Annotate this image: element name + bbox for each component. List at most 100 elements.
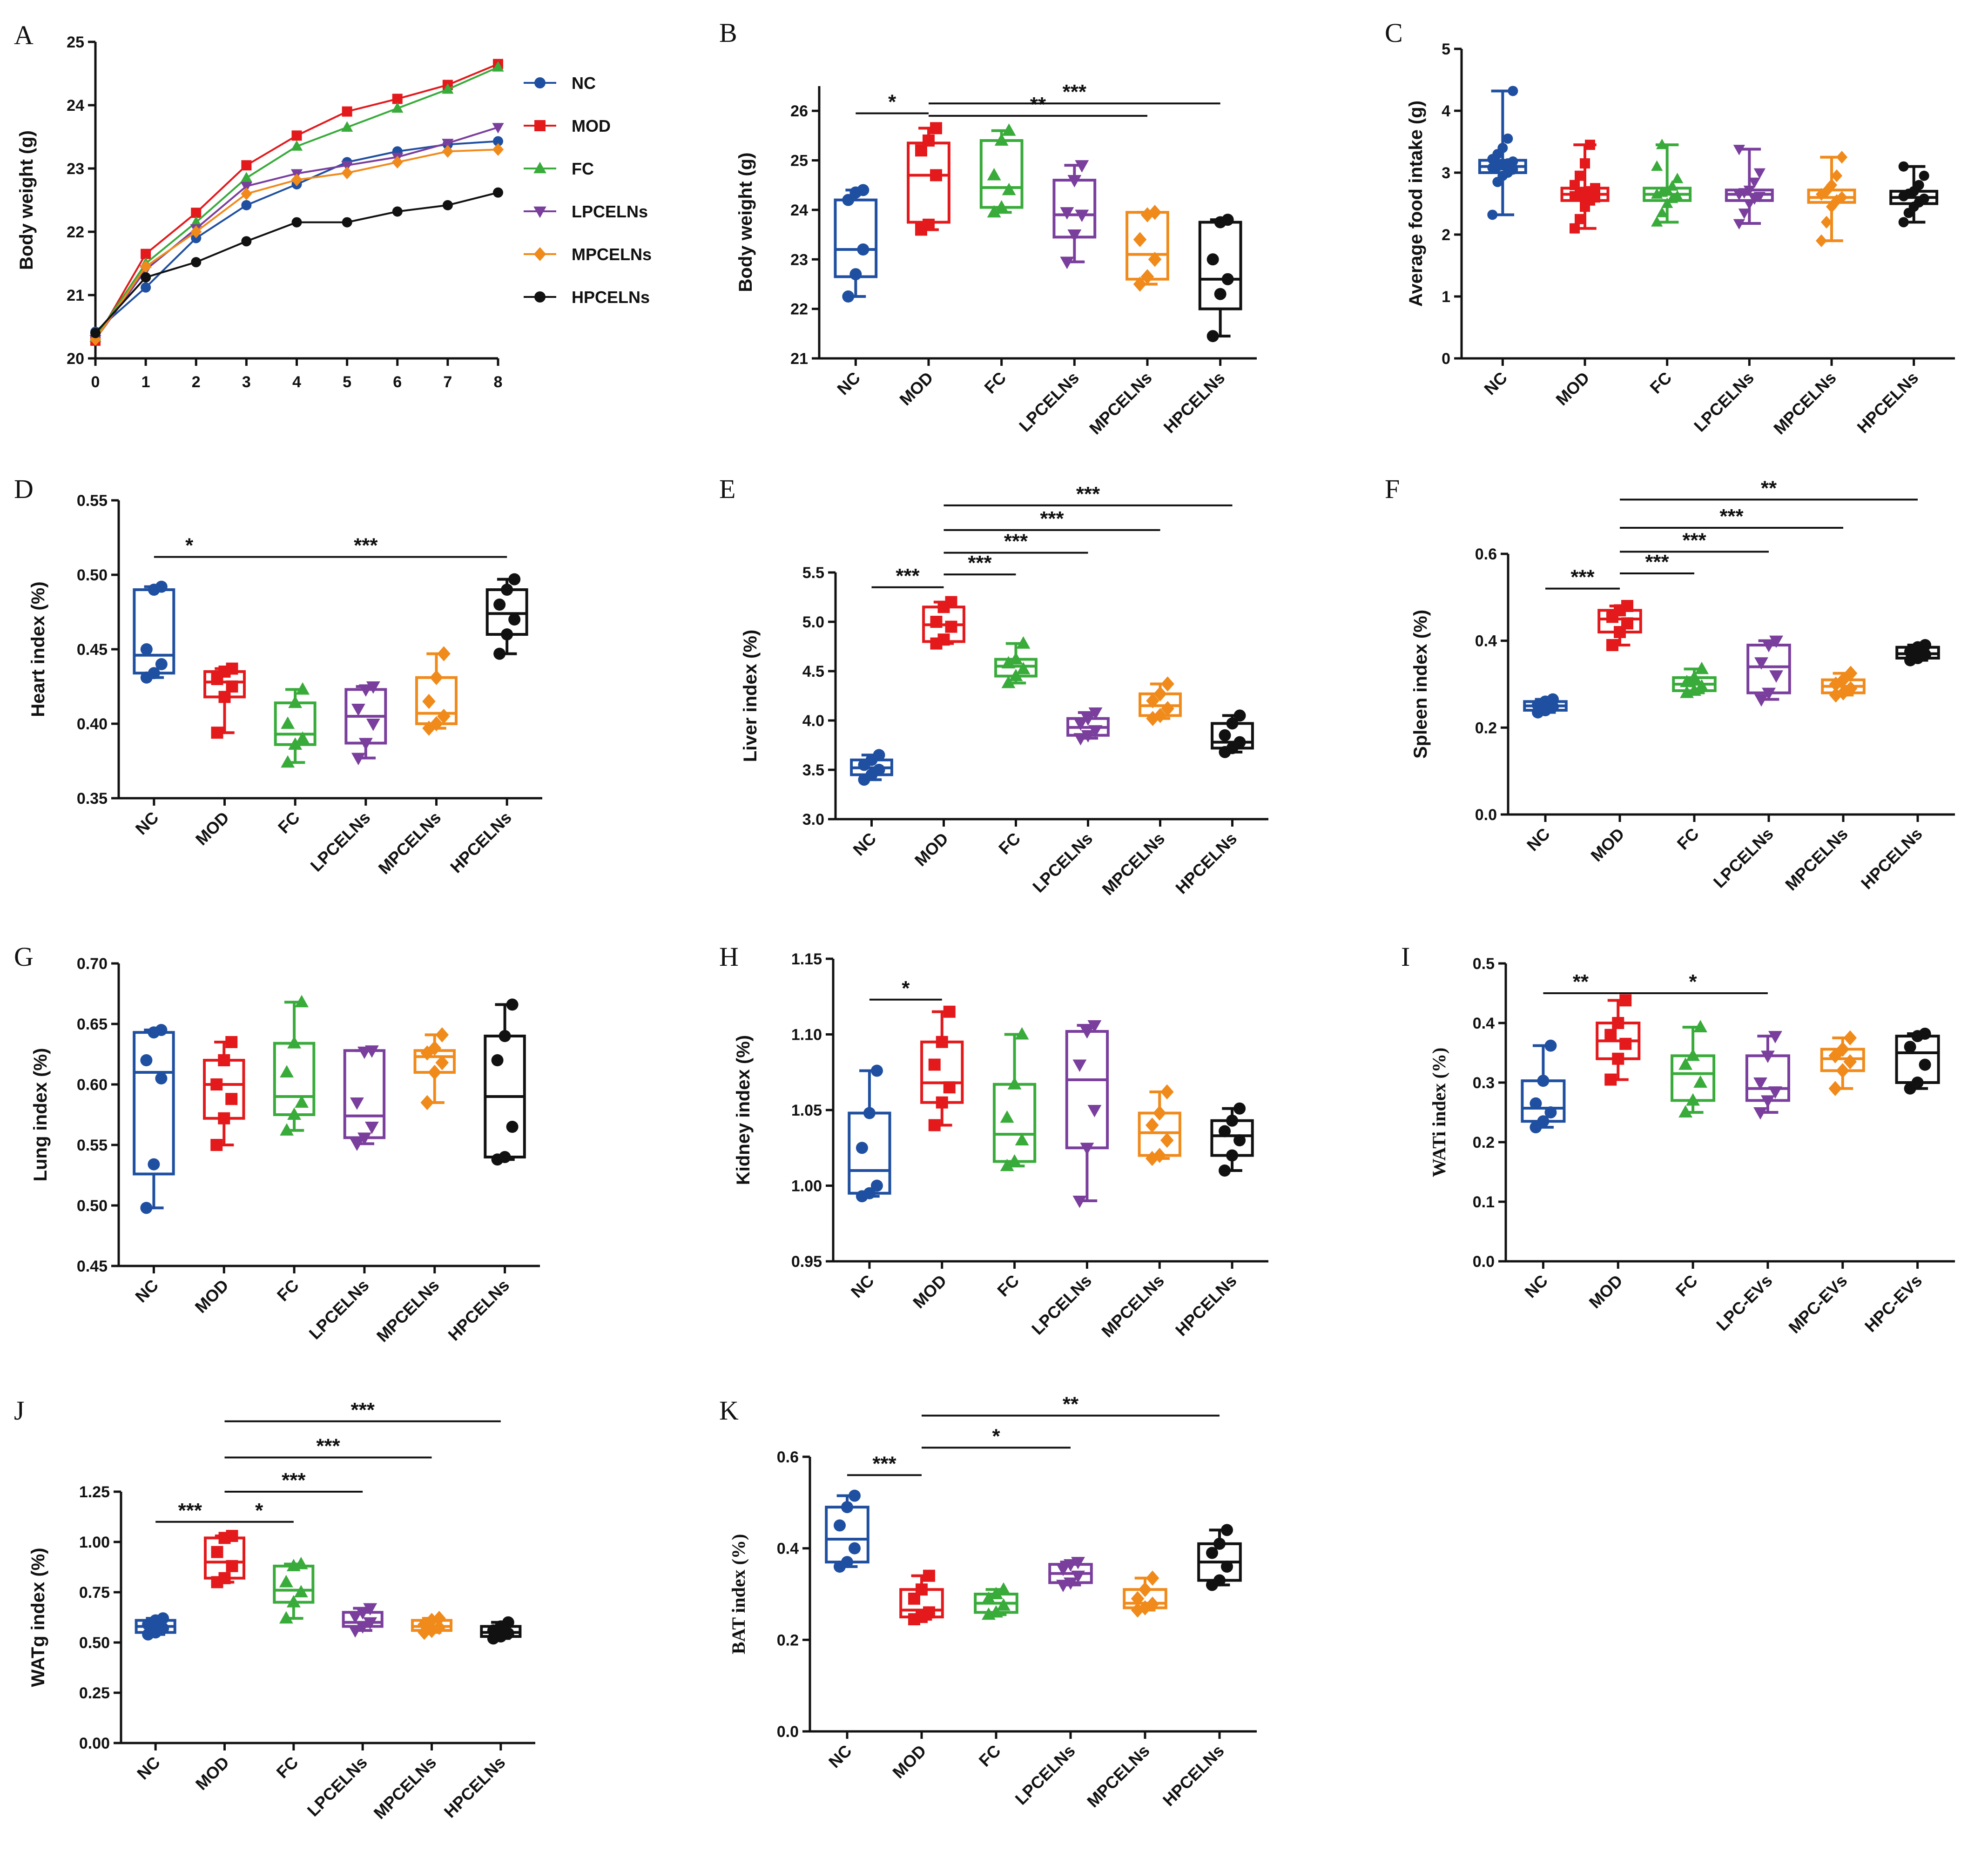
data-point — [279, 1575, 293, 1588]
data-point — [442, 83, 454, 94]
box-FC — [273, 995, 316, 1136]
data-point — [1693, 1075, 1708, 1088]
x-tick-label: 2 — [192, 373, 201, 391]
panel-B: B 21 22 23 24 25 26 Body weight (g) NC MOD FC LPCEL… — [719, 18, 1257, 438]
data-point — [1760, 1095, 1775, 1108]
data-point — [1146, 1570, 1159, 1586]
panel-letter: F — [1385, 474, 1400, 504]
iqr-box — [920, 1040, 964, 1104]
data-point — [428, 1040, 442, 1056]
data-point — [989, 1587, 1003, 1600]
x-category-label: FC — [274, 808, 303, 837]
data-point — [1678, 1057, 1693, 1070]
y-axis: 0.0 0.2 0.4 0.6 — [777, 1448, 811, 1741]
box-MPCELNs — [1139, 676, 1182, 727]
data-point — [290, 140, 303, 151]
significance-bracket: *** — [943, 483, 1233, 506]
box-MOD — [203, 662, 246, 739]
y-tick-label: 0.60 — [77, 1076, 108, 1094]
data-point — [1651, 160, 1663, 171]
data-point — [281, 755, 295, 768]
y-tick-label: 0.95 — [791, 1253, 822, 1271]
data-point — [291, 130, 302, 141]
data-point — [294, 1556, 308, 1569]
box-LPCELNs — [1052, 160, 1097, 269]
significance-label: *** — [896, 565, 920, 587]
box-NC — [133, 1024, 175, 1214]
data-point — [1226, 717, 1239, 730]
data-point — [218, 1572, 231, 1584]
significance-label: *** — [1063, 81, 1087, 103]
series-FC — [89, 61, 504, 342]
significance-bracket: *** — [224, 1399, 501, 1422]
legend-marker — [533, 206, 546, 218]
box-HPCELNs — [1197, 1524, 1242, 1591]
box-MPCELNs — [1125, 204, 1169, 292]
significance-bracket: *** — [847, 1452, 922, 1476]
series-line — [94, 191, 499, 334]
data-point — [1621, 600, 1633, 612]
data-point — [1002, 123, 1016, 136]
data-point — [1081, 730, 1095, 743]
data-point — [218, 1054, 230, 1066]
data-point — [420, 1045, 434, 1061]
data-point — [1060, 256, 1074, 269]
data-point — [1919, 193, 1929, 204]
box-NC — [848, 1064, 891, 1203]
data-point — [358, 684, 373, 697]
box-NC — [135, 1612, 176, 1641]
data-point — [442, 145, 453, 158]
data-point — [1233, 1134, 1246, 1146]
panel-letter: H — [719, 942, 739, 972]
legend-label: FC — [572, 159, 594, 178]
data-point — [356, 1607, 370, 1620]
significance-label: *** — [282, 1469, 306, 1492]
data-point — [1071, 1557, 1085, 1569]
data-point — [437, 646, 451, 661]
box-FC — [1643, 138, 1692, 227]
x-category-label: MPCELNs — [1098, 829, 1169, 899]
data-point — [155, 1072, 168, 1084]
data-point — [1686, 1093, 1700, 1106]
box-LPCELNs — [1746, 635, 1791, 707]
data-point — [849, 1489, 861, 1502]
data-point — [994, 200, 1009, 213]
data-point — [1214, 288, 1226, 300]
panel-letter: C — [1385, 18, 1403, 48]
data-point — [1503, 133, 1513, 144]
data-point — [928, 1058, 941, 1071]
data-point — [499, 1030, 511, 1042]
x-category-label: FC — [995, 829, 1024, 858]
data-point — [930, 122, 942, 135]
data-point — [994, 133, 1009, 146]
box-MPCELNs — [1821, 666, 1866, 703]
legend-label: MPCELNs — [572, 245, 652, 264]
data-point — [1575, 170, 1585, 181]
y-tick-label: 22 — [67, 223, 84, 241]
box-FC — [974, 1582, 1018, 1620]
y-tick-label: 0.0 — [1473, 1253, 1495, 1271]
series-NC — [90, 136, 503, 337]
x-category-label: MPCELNs — [373, 1276, 443, 1346]
box-LPCELNs — [1066, 707, 1110, 746]
y-tick-label: 25 — [790, 152, 808, 170]
data-point — [191, 257, 202, 268]
data-point — [241, 236, 252, 247]
legend-item: MOD — [524, 116, 611, 135]
data-point — [1743, 185, 1755, 196]
x-category-label: HPCELNs — [446, 808, 515, 877]
x-category-label: NC — [825, 1741, 856, 1772]
box-LPCELNs — [1065, 1020, 1109, 1208]
y-tick-label: 0.35 — [77, 790, 108, 808]
data-point — [492, 143, 504, 156]
x-category-label: MOD — [1585, 1271, 1626, 1312]
series-MOD — [90, 59, 503, 346]
data-point — [1072, 1059, 1087, 1072]
x-axis: 0 1 2 3 4 5 6 7 8 — [91, 358, 502, 391]
y-tick-label: 0.45 — [77, 641, 108, 659]
legend-label: HPCELNs — [572, 288, 650, 307]
data-point — [1604, 1073, 1617, 1086]
series-HPCELNs — [90, 187, 503, 338]
x-category-label: FC — [1673, 824, 1703, 854]
